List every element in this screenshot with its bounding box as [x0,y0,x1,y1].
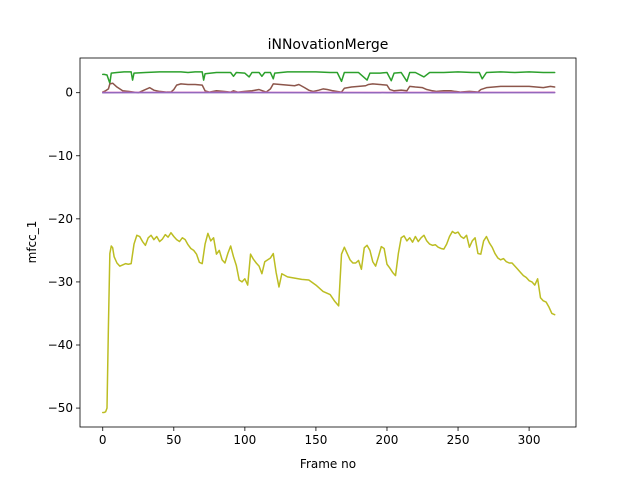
chart-title: iNNovationMerge [268,37,389,53]
y-tick-label: −10 [48,149,73,163]
y-axis: 0 −10 −20 −30 −40 −50 [48,86,80,415]
x-tick-label: 300 [518,433,541,447]
y-tick-label: −30 [48,275,73,289]
x-tick-label: 250 [447,433,470,447]
x-tick-label: 200 [376,433,399,447]
series-line-5 [101,230,556,414]
y-tick-label: −40 [48,338,73,352]
y-axis-label: mfcc_1 [25,221,39,264]
y-tick-label: −50 [48,401,73,415]
x-tick-label: 50 [166,433,181,447]
y-tick-label: 0 [65,86,73,100]
x-axis-label: Frame no [300,457,356,471]
y-tick-label: −20 [48,212,73,226]
x-axis: 0 50 100 150 200 250 300 [99,427,541,447]
x-tick-label: 150 [304,433,327,447]
series-line-1 [101,71,556,84]
plot-frame [79,57,577,428]
x-tick-label: 100 [233,433,256,447]
x-tick-label: 0 [99,433,107,447]
series-layer [101,71,556,414]
series-line-2 [101,82,556,94]
